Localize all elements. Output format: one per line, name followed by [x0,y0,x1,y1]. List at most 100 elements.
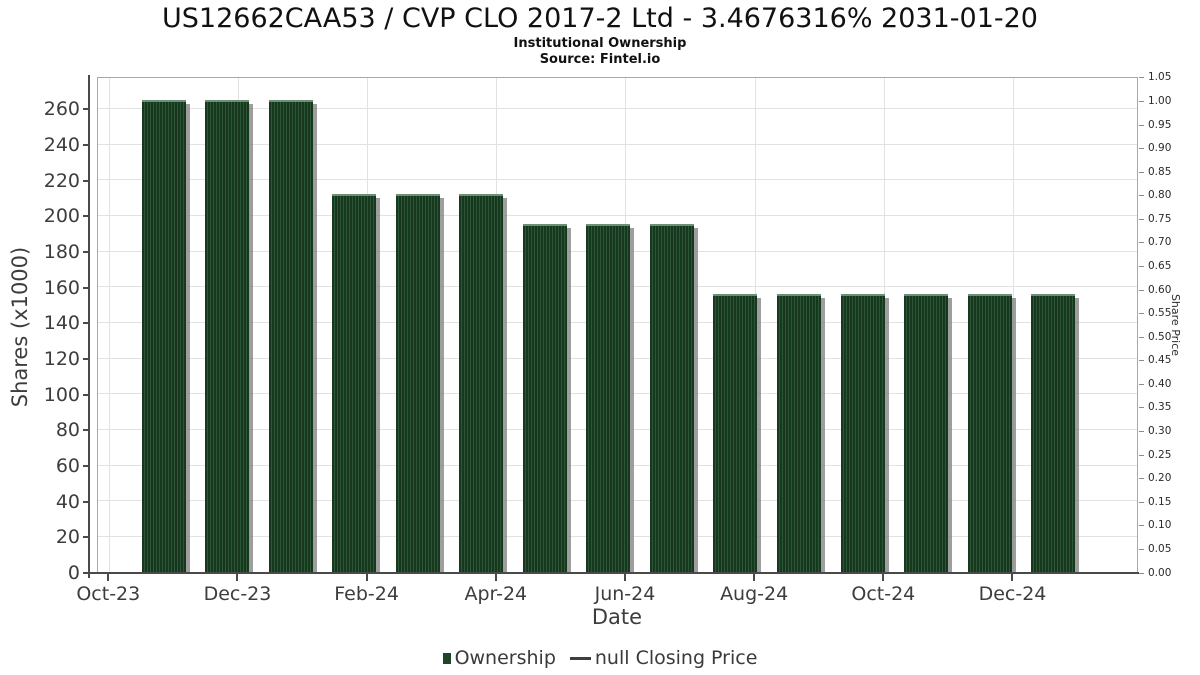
right-tick-label: 0.45 [1148,354,1172,367]
x-tick-label: Oct-23 [76,583,141,605]
right-tick-mark [1139,266,1144,268]
x-tick-label: Feb-24 [334,583,399,605]
x-gridline [1012,78,1014,572]
y-tick-label: 140 [43,312,80,335]
x-tick-mark [365,574,368,581]
right-tick-label: 0.95 [1148,118,1172,131]
ownership-bar [268,99,313,572]
y-tick-mark [83,572,88,574]
y-axis-right-title: Share Price [1169,293,1182,357]
y-tick-label: 200 [43,205,80,228]
right-tick-mark [1139,407,1144,409]
x-tick-mark [1011,574,1014,581]
y-tick-mark [83,215,88,218]
y-tick-label: 40 [55,490,80,513]
y-axis-spine [88,75,90,578]
chart-title: US12662CAA53 / CVP CLO 2017-2 Ltd - 3.46… [162,3,1038,34]
y-tick-label: 20 [55,526,80,549]
right-tick-label: 0.25 [1148,448,1172,461]
right-tick-label: 1.05 [1148,71,1172,84]
y-tick-mark [83,465,88,468]
plot-area [97,77,1138,573]
right-tick-label: 0.35 [1148,401,1172,414]
y-tick-mark [83,251,88,254]
right-tick-mark [1139,431,1144,433]
y-tick-label: 120 [43,348,80,371]
ownership-bar [777,293,821,572]
right-tick-mark [1139,101,1144,103]
right-tick-label: 0.85 [1148,165,1172,178]
right-tick-mark [1139,478,1144,480]
legend-label-ownership: Ownership [454,647,556,669]
right-tick-mark [1139,195,1144,197]
right-tick-mark [1139,336,1144,338]
right-tick-label: 0.00 [1148,566,1172,579]
right-tick-mark [1139,148,1144,150]
ownership-bar [205,99,250,572]
y-tick-mark [83,108,88,111]
y-tick-label: 0 [67,562,80,584]
y-tick-label: 220 [43,169,80,192]
y-tick-mark [83,429,88,432]
y-tick-label: 180 [43,241,80,264]
x-axis-title: Date [591,605,643,629]
y-gridline [98,107,1137,109]
right-tick-label: 0.40 [1148,377,1172,390]
right-tick-label: 0.90 [1148,142,1172,155]
chart-subtitle: Institutional Ownership [513,36,687,51]
y-tick-mark [83,393,88,396]
y-tick-mark [83,500,88,503]
ownership-bar [713,293,758,572]
right-tick-mark [1139,572,1144,574]
y-tick-label: 240 [43,134,80,157]
x-tick-mark [236,574,239,581]
x-tick-mark [753,574,756,581]
right-tick-mark [1139,289,1144,291]
legend-label-closing-price: null Closing Price [594,647,758,669]
y-tick-label: 160 [43,276,80,299]
x-tick-label: Jun-24 [594,583,656,605]
y-tick-mark [83,144,88,147]
right-tick-label: 0.10 [1148,519,1172,532]
right-tick-label: 0.20 [1148,472,1172,485]
y-gridline [98,214,1137,216]
right-tick-label: 0.75 [1148,212,1172,225]
right-tick-label: 0.50 [1148,330,1172,343]
y-tick-mark [83,322,88,325]
x-tick-mark [882,574,885,581]
y-axis-left-title: Shares (x1000) [8,246,32,408]
right-tick-label: 0.15 [1148,495,1172,508]
y-tick-mark [83,358,88,361]
legend-item-closing-price: null Closing Price [569,647,758,669]
right-tick-mark [1139,360,1144,362]
ownership-bar [395,194,440,572]
ownership-bar [649,224,694,572]
right-tick-mark [1139,218,1144,220]
ownership-bar [904,293,949,572]
y-gridline [98,143,1137,145]
y-tick-mark [83,286,88,289]
right-tick-label: 0.60 [1148,283,1172,296]
right-tick-mark [1139,77,1144,79]
x-axis-spine [88,572,1139,574]
right-tick-mark [1139,501,1144,503]
right-tick-mark [1139,171,1144,173]
y-tick-label: 260 [43,98,80,121]
x-tick-mark [623,574,626,581]
ownership-square-marker-icon [442,652,451,664]
right-tick-label: 0.30 [1148,425,1172,438]
y-tick-label: 80 [55,419,80,442]
y-tick-mark [83,179,88,182]
right-tick-label: 0.80 [1148,189,1172,202]
x-tick-label: Oct-24 [851,583,916,605]
ownership-bar [840,293,885,572]
ownership-bar [141,99,186,572]
x-tick-label: Aug-24 [720,583,789,605]
y-gridline [98,179,1137,181]
right-tick-mark [1139,525,1144,527]
x-tick-mark [494,574,497,581]
right-tick-label: 1.00 [1148,95,1172,108]
right-tick-mark [1139,313,1144,315]
legend-item-ownership: Ownership [442,647,556,669]
